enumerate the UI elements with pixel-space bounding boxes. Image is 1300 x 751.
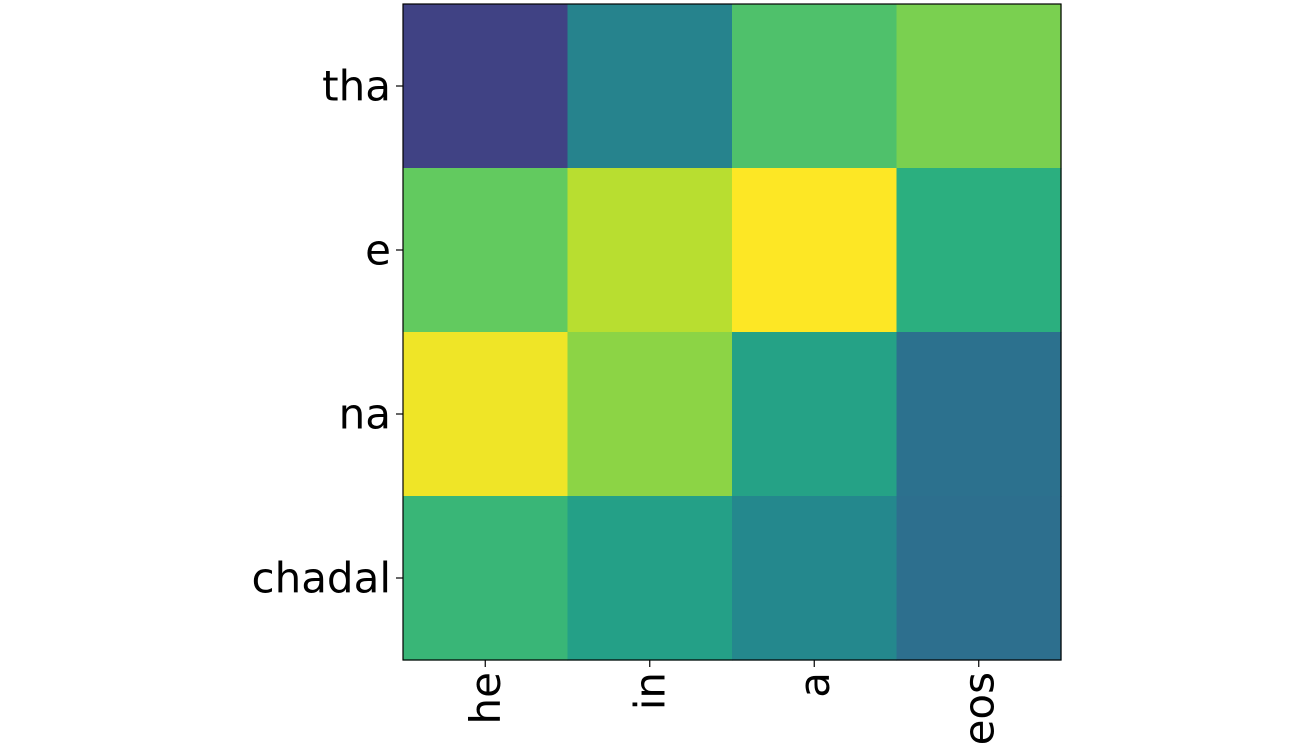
heatmap-cell-e-a [732, 168, 898, 333]
x-tick-label: in [625, 672, 674, 710]
x-tick-label: eos [954, 672, 1003, 745]
heatmap-cell-na-he [403, 332, 569, 497]
heatmap-cell-e-he [403, 168, 569, 333]
y-tick-label: e [365, 226, 391, 275]
heatmap-cell-e-eos [896, 168, 1062, 333]
heatmap-cell-tha-in [567, 4, 733, 169]
heatmap-cell-chadal-he [403, 496, 569, 661]
heatmap-cell-na-in [567, 332, 733, 497]
plot-frame [402, 3, 1062, 661]
x-tick-label: he [461, 672, 510, 724]
heatmap-cell-tha-a [732, 4, 898, 169]
x-tick-label: a [790, 672, 839, 698]
x-axis-ticks: he in a eos [461, 660, 1003, 745]
heatmap-cell-chadal-in [567, 496, 733, 661]
heatmap-cell-tha-he [403, 4, 569, 169]
y-tick-label: tha [322, 62, 391, 111]
heatmap-cell-na-a [732, 332, 898, 497]
y-tick-label: na [339, 390, 391, 439]
heatmap-cell-chadal-a [732, 496, 898, 661]
y-axis-ticks: tha e na chadal [251, 62, 403, 603]
heatmap-cells [403, 4, 1062, 661]
heatmap-cell-e-in [567, 168, 733, 333]
heatmap-cell-tha-eos [896, 4, 1062, 169]
heatmap-cell-na-eos [896, 332, 1062, 497]
y-tick-label: chadal [251, 554, 391, 603]
heatmap-cell-chadal-eos [896, 496, 1062, 661]
